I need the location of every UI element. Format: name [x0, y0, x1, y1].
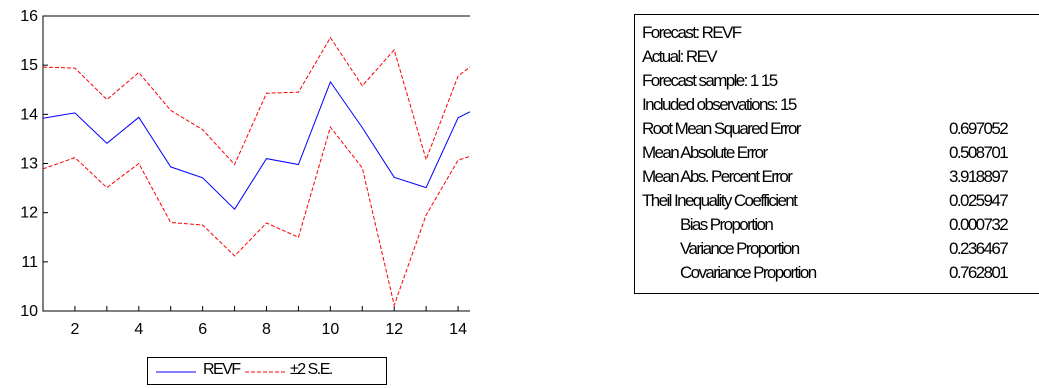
forecast-chart: 10 11 12 13 14 15 16 2 4 6 8 10 12 14 — [20, 8, 470, 338]
x-tick-label: 2 — [70, 321, 79, 338]
x-tick-label: 10 — [321, 321, 339, 338]
y-tick-label: 14 — [20, 106, 38, 123]
stat-value-bias: 0.000732 — [949, 215, 1009, 234]
stat-label-mape: Mean Abs. Percent Error — [642, 167, 793, 186]
series-line-revf — [42, 80, 470, 210]
stat-label-mae: Mean Absolute Error — [642, 143, 768, 162]
series-line-upper-band — [42, 36, 470, 166]
stat-label-covariance: Covariance Proportion — [680, 263, 817, 282]
series-line-lower-band — [42, 126, 470, 307]
stat-label-bias: Bias Proportion — [680, 215, 774, 234]
series-lines — [42, 36, 470, 307]
stat-value-theil: 0.025947 — [949, 191, 1009, 210]
stat-label-rmse: Root Mean Squared Error — [642, 119, 801, 138]
stat-value-variance: 0.236467 — [949, 239, 1009, 258]
legend-label-se: ±2 S.E. — [290, 361, 333, 378]
y-tick-label: 16 — [20, 8, 38, 25]
x-tick-label: 14 — [449, 321, 467, 338]
y-tick-label: 13 — [20, 156, 38, 173]
stat-label-actual: Actual: REV — [642, 47, 718, 66]
legend-label-revf: REVF — [203, 361, 241, 378]
stat-label-variance: Variance Proportion — [680, 239, 800, 258]
y-tick-label: 10 — [20, 303, 38, 320]
chart-legend: REVF ±2 S.E. — [147, 357, 387, 385]
stat-label-theil: Theil Inequality Coefficient — [642, 191, 798, 210]
stat-label-observations: Included observations: 15 — [642, 95, 797, 114]
stat-label-sample: Forecast sample: 1 15 — [642, 71, 778, 90]
plot-frame — [42, 15, 470, 312]
stat-value-rmse: 0.697052 — [949, 119, 1009, 138]
stat-value-mae: 0.508701 — [949, 143, 1009, 162]
stat-value-covariance: 0.762801 — [949, 263, 1009, 282]
x-tick-label: 6 — [198, 321, 207, 338]
x-tick-label: 4 — [134, 321, 143, 338]
y-tick-label: 12 — [20, 205, 38, 222]
x-tick-label: 8 — [262, 321, 271, 338]
y-tick-label: 11 — [21, 254, 38, 271]
stat-label-forecast: Forecast: REVF — [642, 23, 742, 42]
y-axis: 10 11 12 13 14 15 16 — [20, 8, 48, 320]
y-tick-label: 15 — [20, 57, 38, 74]
x-tick-label: 12 — [385, 321, 403, 338]
forecast-stats-box: Forecast: REVF Actual: REV Forecast samp… — [634, 14, 1039, 294]
stat-value-mape: 3.918897 — [949, 167, 1009, 186]
x-axis: 2 4 6 8 10 12 14 — [42, 306, 467, 338]
